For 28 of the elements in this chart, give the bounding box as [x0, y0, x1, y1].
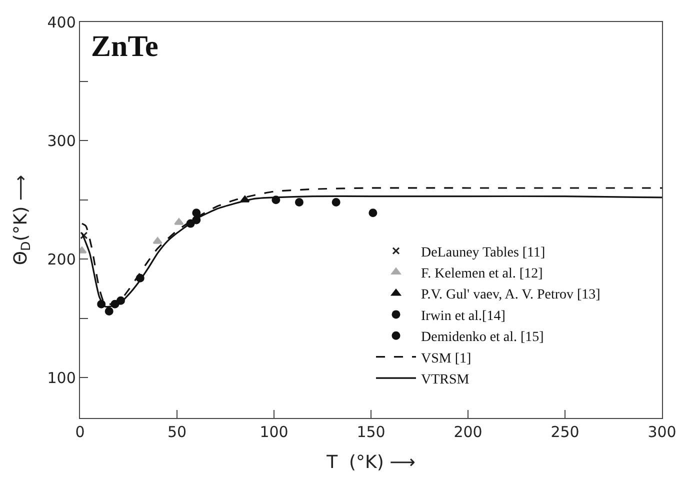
x-axis-title: T (°K) ⟶ — [326, 452, 416, 474]
x-tick-label: 150 — [356, 423, 386, 442]
x-tick-label: 100 — [260, 423, 288, 442]
legend-label: P.V. Gul' vaev, A. V. Petrov [13] — [421, 288, 600, 303]
legend-label: VSM [1] — [421, 351, 472, 366]
x-tick-label: 200 — [454, 423, 482, 442]
chart-title: ZnTe — [91, 30, 158, 63]
point — [80, 232, 88, 240]
y-tick-label: 300 — [47, 132, 76, 150]
x-tick-label: 250 — [550, 423, 580, 442]
point — [332, 198, 340, 206]
point — [368, 208, 378, 218]
y-tick-label: 400 — [47, 13, 76, 32]
y-tick-label: 200 — [47, 250, 76, 268]
point — [294, 198, 304, 206]
point — [104, 307, 114, 316]
legend-label: Demidenko et al. [15] — [421, 330, 544, 346]
point — [192, 208, 201, 218]
x-tick-label: 300 — [648, 423, 676, 442]
point — [152, 237, 162, 244]
legend-label: Irwin et al.[14] — [421, 308, 506, 324]
point — [174, 218, 184, 225]
y-tick-label: 100 — [47, 368, 76, 387]
legend-label: F. Kelemen et al. [12] — [421, 266, 543, 282]
x-tick-label: 0 — [75, 423, 85, 442]
legend-label: DeLauney Tables [11] — [421, 245, 546, 260]
legend-label: VTRSM — [421, 372, 470, 388]
x-tick-label: 50 — [167, 423, 187, 442]
